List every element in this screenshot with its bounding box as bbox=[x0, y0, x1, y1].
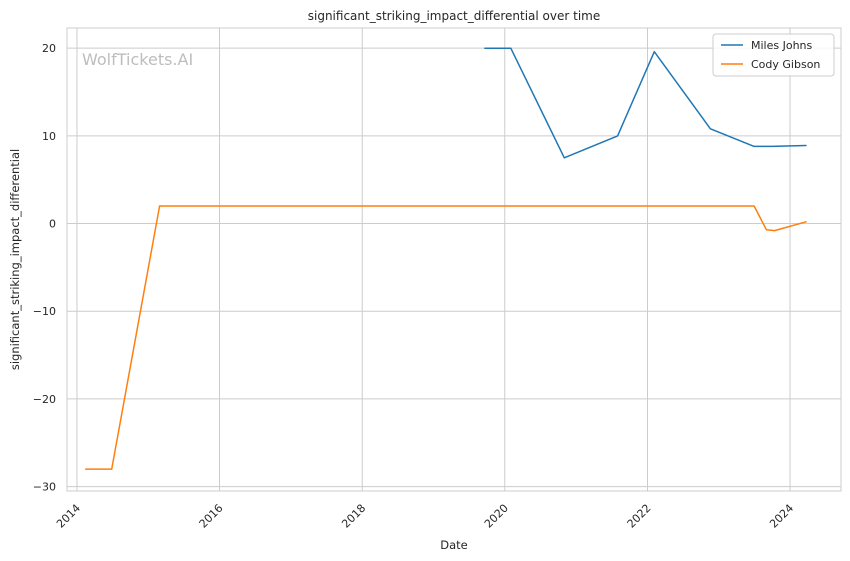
x-tick-label: 2014 bbox=[54, 502, 83, 531]
legend-label: Miles Johns bbox=[751, 39, 813, 52]
legend-label: Cody Gibson bbox=[751, 58, 820, 71]
series-lines bbox=[84, 47, 807, 470]
y-tick-label: −20 bbox=[33, 393, 56, 406]
legend: Miles Johns Cody Gibson bbox=[712, 33, 835, 77]
y-tick-label: 20 bbox=[42, 42, 56, 55]
grid-lines bbox=[67, 28, 841, 491]
x-axis-ticks: 2014 2016 2018 2020 2022 2024 bbox=[54, 502, 796, 531]
x-axis-title: Date bbox=[440, 538, 468, 552]
x-tick-label: 2022 bbox=[625, 502, 654, 531]
x-tick-label: 2024 bbox=[767, 502, 796, 531]
chart-title: significant_striking_impact_differential… bbox=[308, 9, 600, 23]
plot-area-frame bbox=[66, 27, 842, 492]
y-tick-label: −30 bbox=[33, 481, 56, 494]
legend-box bbox=[712, 33, 835, 77]
series-line-cody-gibson bbox=[84, 205, 807, 470]
x-tick-label: 2020 bbox=[482, 502, 511, 531]
x-tick-label: 2016 bbox=[197, 502, 226, 531]
y-axis-title: significant_striking_impact_differential bbox=[8, 149, 22, 370]
y-axis-ticks: 20 10 0 −10 −20 −30 bbox=[33, 42, 56, 493]
x-tick-label: 2018 bbox=[339, 502, 368, 531]
watermark-text: WolfTickets.AI bbox=[82, 50, 193, 69]
series-line-miles-johns bbox=[484, 47, 807, 159]
y-tick-label: −10 bbox=[33, 305, 56, 318]
y-tick-label: 10 bbox=[42, 130, 56, 143]
y-tick-label: 0 bbox=[49, 218, 56, 231]
